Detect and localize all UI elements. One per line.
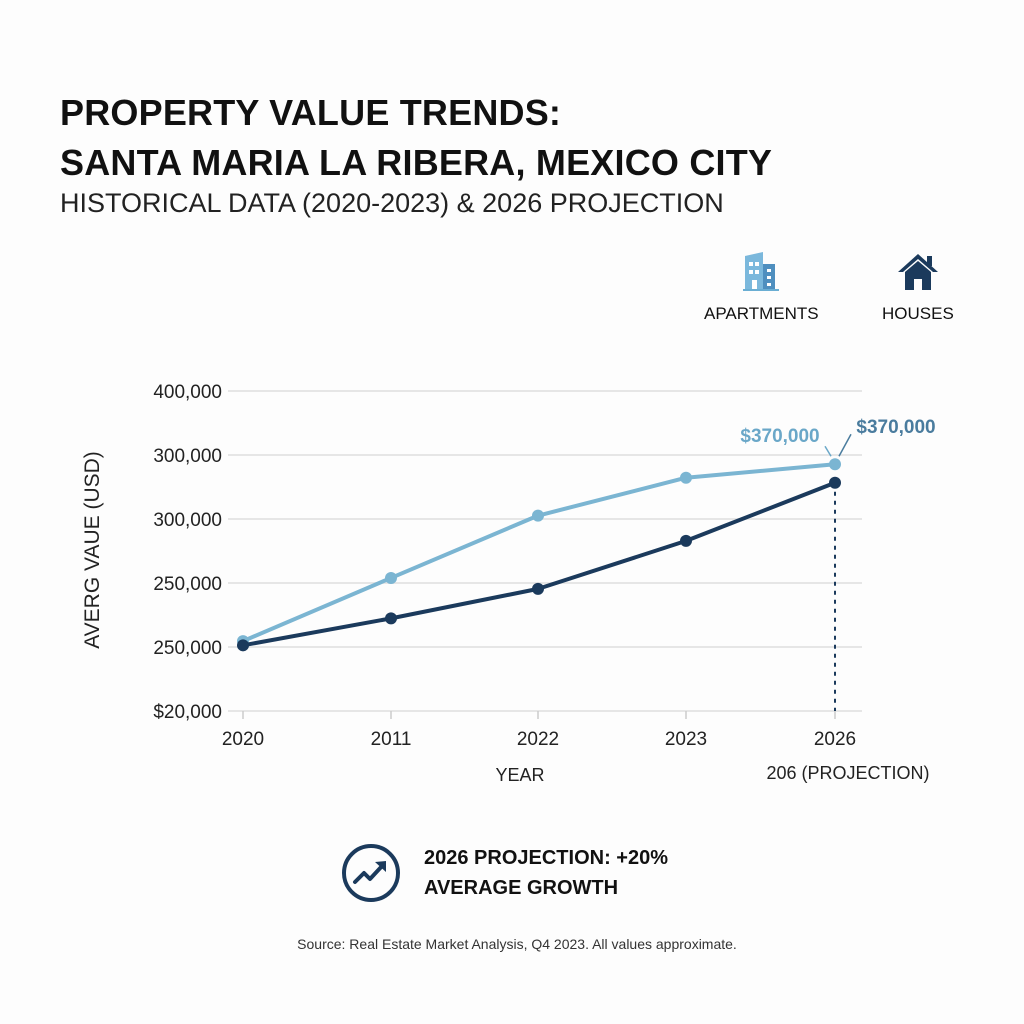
series-line [242,480,836,648]
data-point [385,612,397,625]
data-point [680,534,692,547]
legend-label-apartments: APARTMENTS [704,304,819,323]
legend-label-houses: HOUSES [882,304,954,323]
callout-line-1: 2026 PROJECTION: +20% [424,847,668,869]
y-axis-title: AVERG VAUE (USD) [81,451,104,649]
subtitle: HISTORICAL DATA (2020-2023) & 2026 PROJE… [60,188,724,218]
series-line [242,462,836,643]
y-tick-label: $20,000 [153,702,222,723]
data-point [829,476,841,489]
x-tick-label: 2023 [665,729,707,750]
x-tick-label: 2011 [371,729,412,750]
y-tick-label: 300,000 [153,510,222,531]
annotation-leader [824,445,832,457]
legend-apartments: APARTMENTS [704,250,819,324]
data-point [680,471,692,484]
data-point [532,582,544,595]
title-line-2: SANTA MARIA LA RIBERA, MEXICO CITY [60,142,773,183]
x-tick-label: 2020 [222,729,264,750]
title-line-1: PROPERTY VALUE TRENDS: [60,92,562,133]
data-point [829,458,841,471]
x-axis-title: YEAR [495,765,544,785]
callout-line-2: AVERAGE GROWTH [424,877,619,899]
legend-houses: HOUSES [882,250,954,324]
y-tick-label: 400,000 [153,382,222,403]
data-label: $370,000 [856,417,935,438]
data-point [532,509,544,522]
house-icon [897,254,938,290]
x-tick-label: 2026 [814,729,856,750]
y-tick-label: 250,000 [153,574,222,595]
annotation-leader [838,433,852,457]
series-apartments [237,458,841,648]
data-point [385,571,397,584]
data-label: $370,000 [740,426,819,447]
y-tick-label: 250,000 [153,638,222,659]
apartment-building-icon [743,252,780,291]
source-note: Source: Real Estate Market Analysis, Q4 … [297,936,737,952]
projection-label: 206 (PROJECTION) [766,763,929,783]
y-tick-label: 300,000 [153,446,222,467]
projection-callout: 2026 PROJECTION: +20% AVERAGE GROWTH [340,842,668,904]
x-tick-label: 2022 [517,729,559,750]
data-point [237,639,249,652]
trending-up-circle-icon [342,844,400,902]
page-title: PROPERTY VALUE TRENDS: SANTA MARIA LA RI… [60,88,772,188]
series-houses [237,476,841,652]
